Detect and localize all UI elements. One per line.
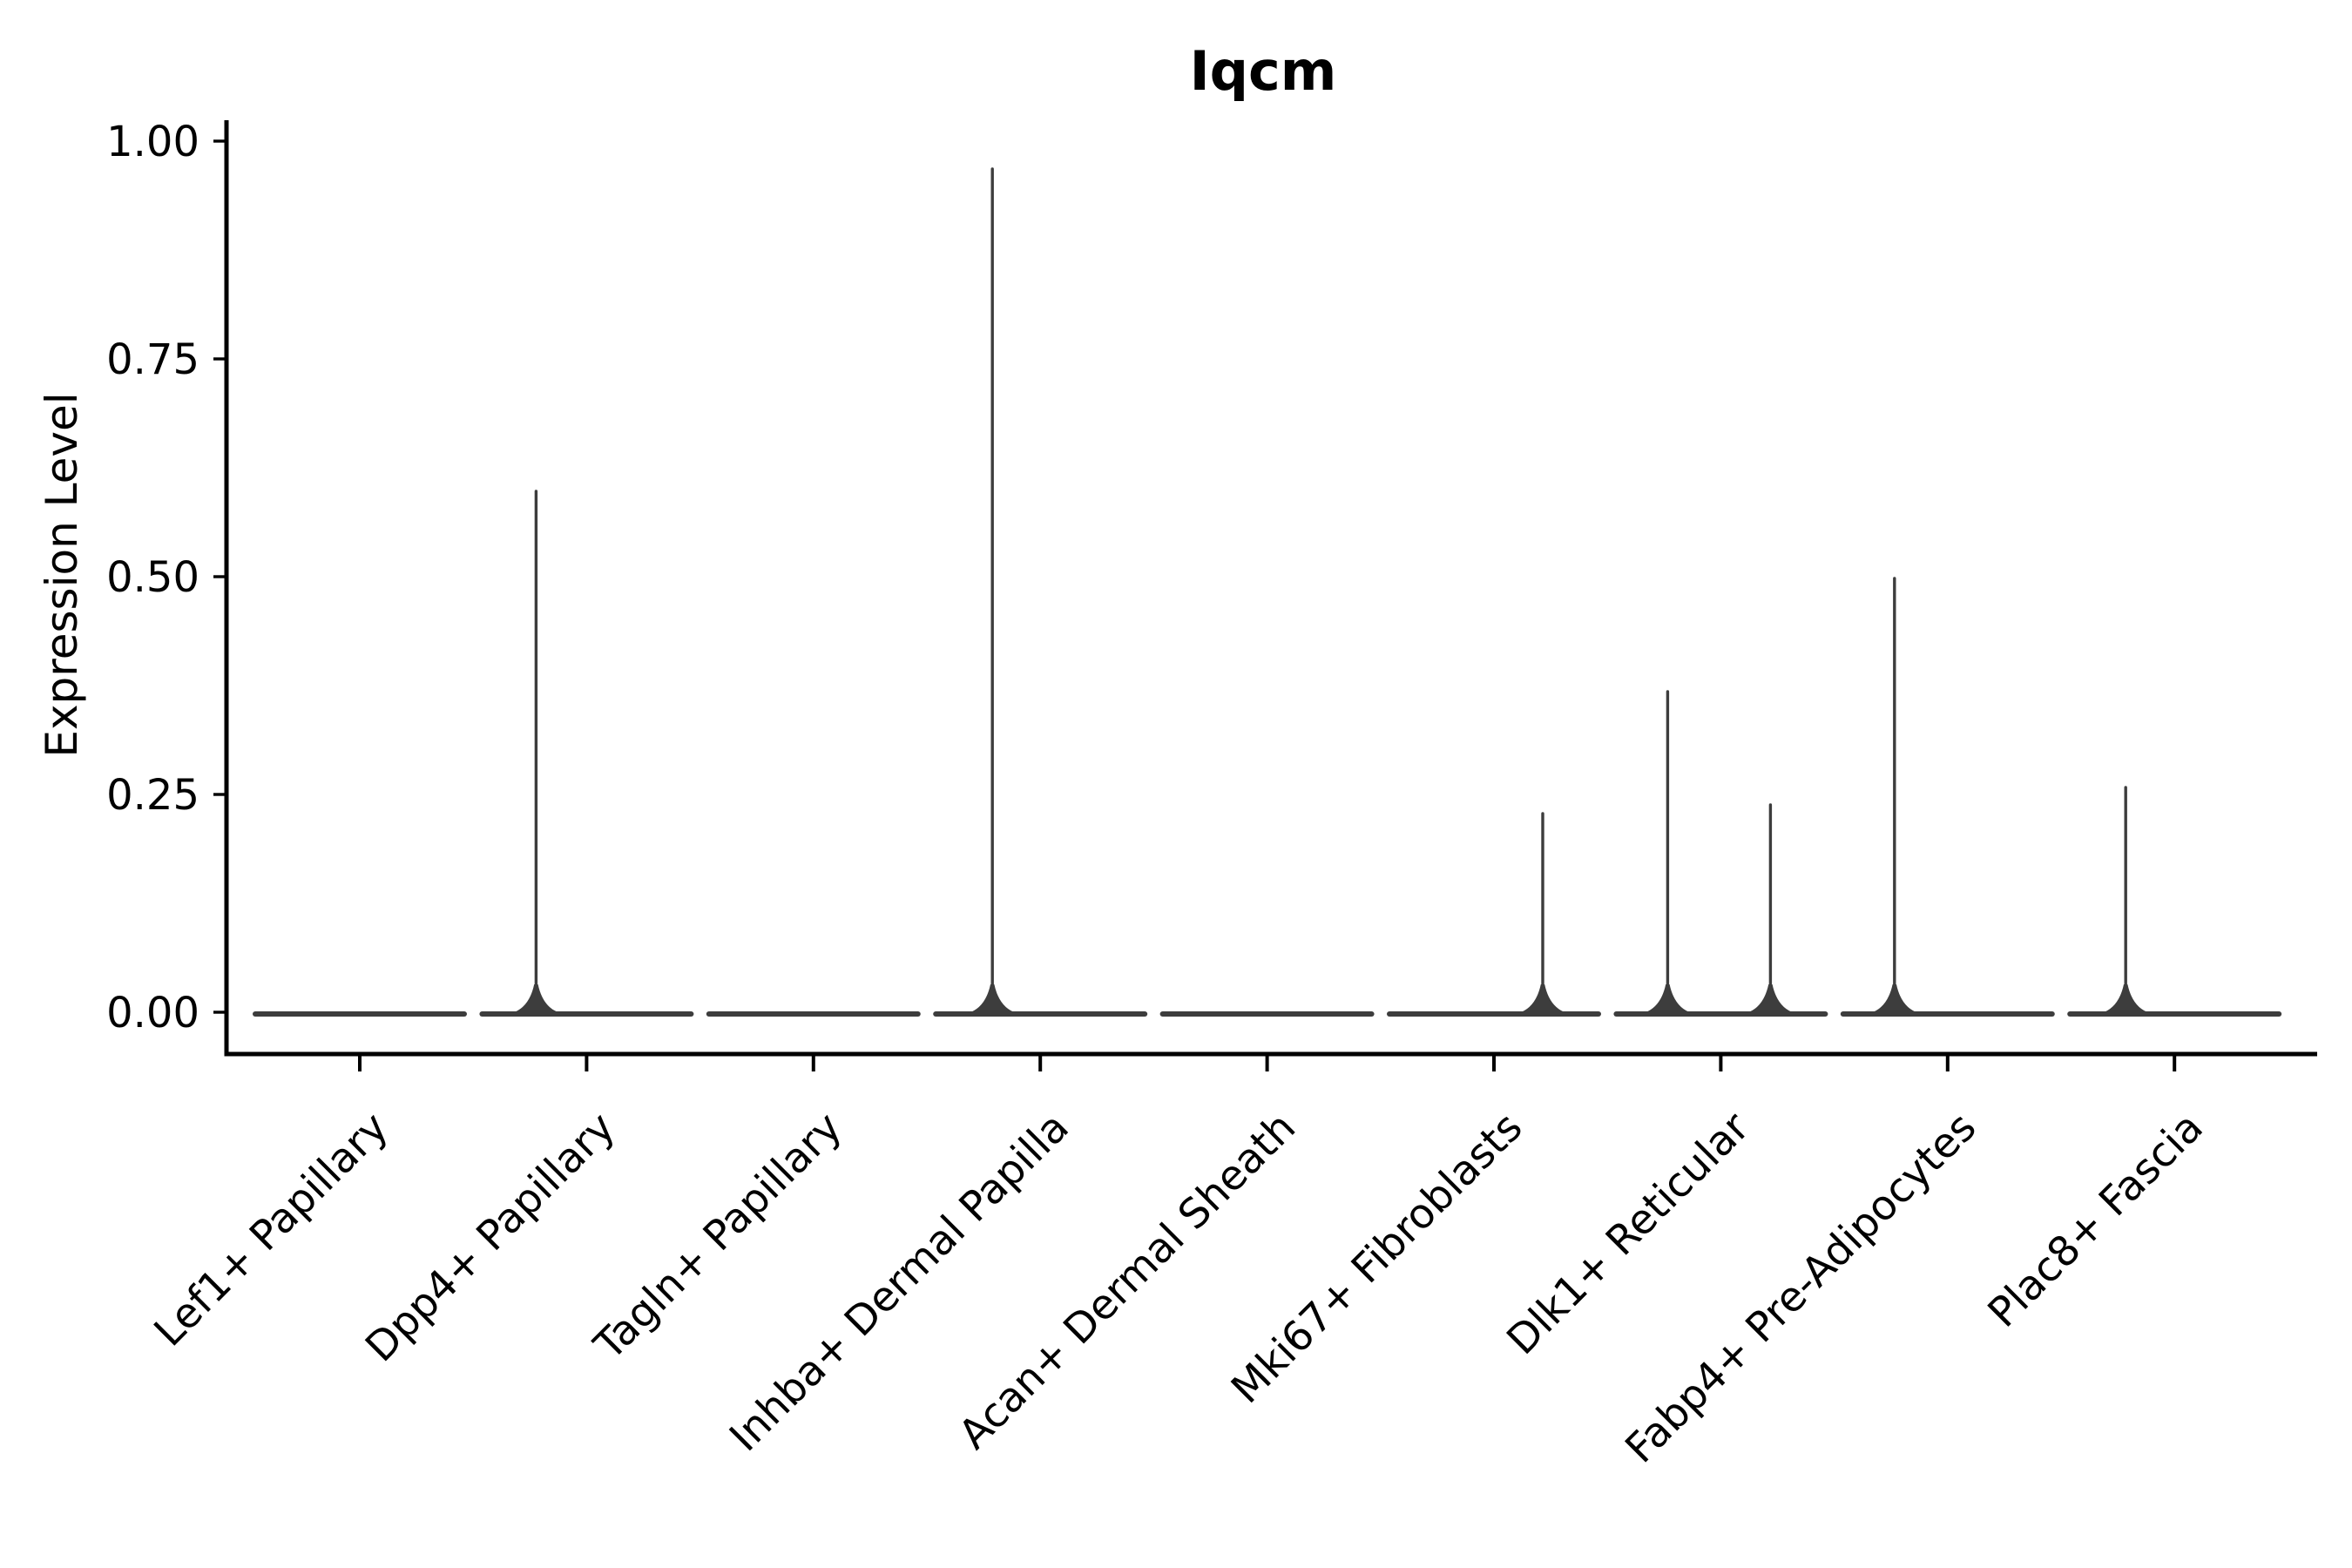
y-tick-label: 0.25 bbox=[106, 771, 199, 820]
x-tick-label: Plac8+ Fascia bbox=[1979, 1104, 2213, 1337]
y-tick-label: 0.00 bbox=[106, 989, 199, 1037]
chart-title: Iqcm bbox=[1190, 39, 1337, 103]
violin-spike-base bbox=[1746, 984, 1795, 1013]
violin bbox=[1387, 812, 1601, 1017]
violin bbox=[2067, 786, 2282, 1017]
plot-area: 1.00 0.75 0.50 0.25 0.00 Lef1+ PapillaryDpp4+… bbox=[106, 118, 2317, 1472]
y-tick-label: 1.00 bbox=[106, 118, 199, 166]
violin-spike-base bbox=[968, 984, 1017, 1013]
violin bbox=[479, 490, 694, 1017]
violin bbox=[1840, 577, 2055, 1017]
x-tick-label: Dlk1+ Reticular bbox=[1497, 1103, 1759, 1364]
violin-spike-base bbox=[1518, 984, 1567, 1013]
violin bbox=[1613, 690, 1828, 1017]
violin-spike-base bbox=[2101, 984, 2151, 1013]
x-tick-label: Tagln+ Papillary bbox=[585, 1104, 851, 1370]
x-tick-label: Dpp4+ Papillary bbox=[356, 1104, 625, 1372]
y-tick-label: 0.50 bbox=[106, 553, 199, 602]
violin bbox=[933, 167, 1148, 1017]
x-tick-label: Lef1+ Papillary bbox=[145, 1104, 398, 1356]
violin-spike-base bbox=[511, 984, 561, 1013]
y-axis-label: Expression Level bbox=[37, 392, 87, 757]
y-tick-label: 0.75 bbox=[106, 335, 199, 384]
violin-spike-base bbox=[1869, 984, 1919, 1013]
violin-spike-base bbox=[1643, 984, 1693, 1013]
